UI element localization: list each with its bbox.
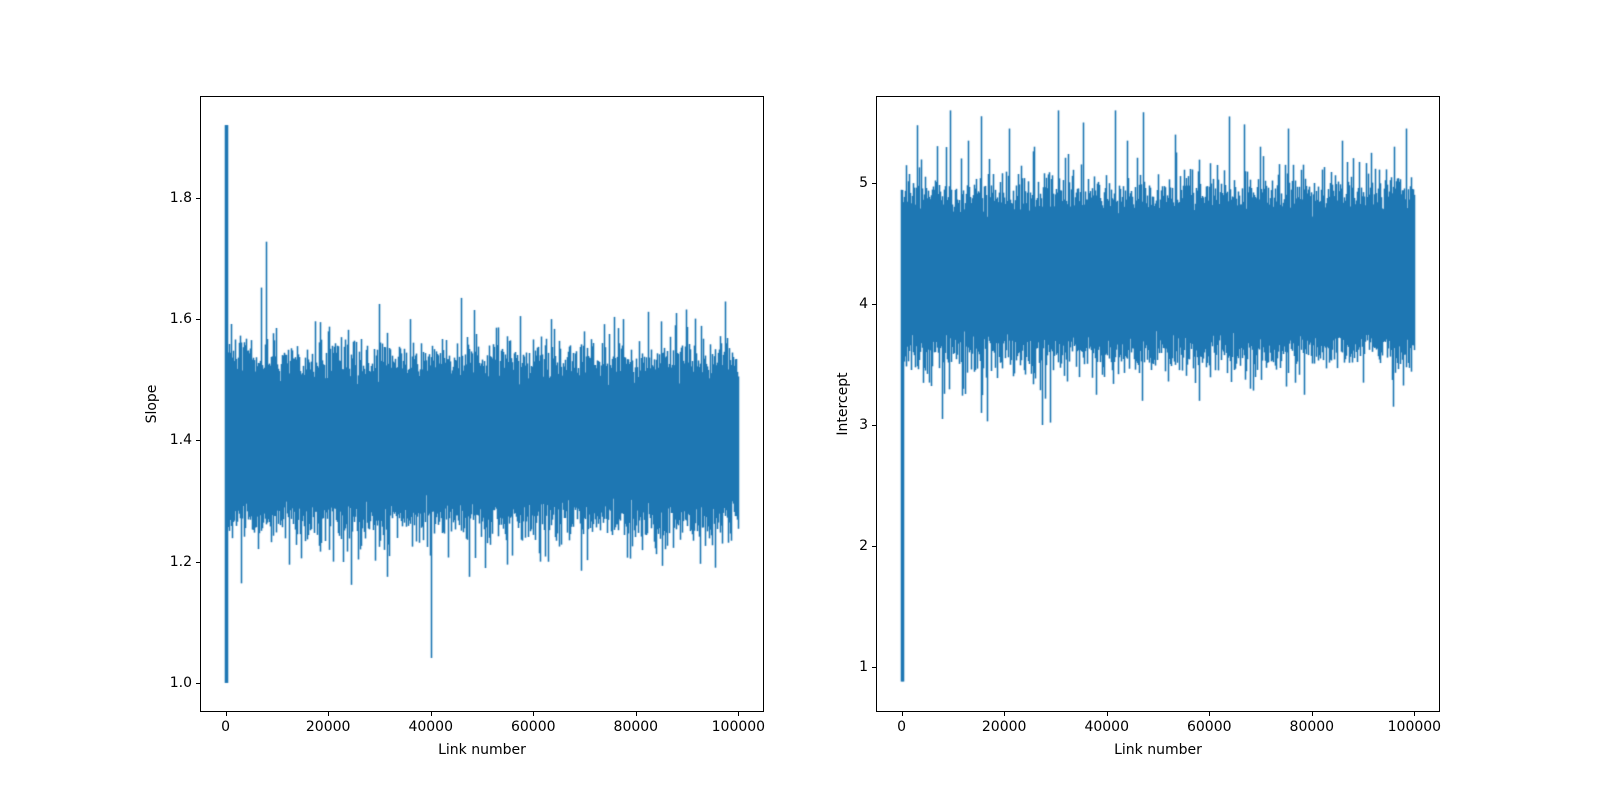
x-axis-label: Link number (1114, 742, 1202, 758)
x-tick-mark (901, 712, 903, 716)
x-tick-label: 60000 (1186, 719, 1232, 735)
y-tick-label: 4 (859, 295, 868, 312)
x-tick-label: 60000 (510, 719, 556, 735)
y-axis-label: Intercept (835, 372, 851, 436)
y-tick-label: 1.4 (169, 432, 192, 449)
x-tick-mark (1311, 712, 1313, 716)
x-tick-label: 40000 (1084, 719, 1129, 735)
x-tick-mark (1209, 712, 1211, 716)
x-tick-mark (738, 712, 740, 716)
x-tick-mark (533, 712, 535, 716)
y-tick-label: 1 (859, 658, 868, 675)
y-tick-label: 1.2 (169, 553, 192, 570)
y-tick-label: 1.6 (169, 311, 192, 328)
x-tick-mark (430, 712, 432, 716)
x-tick-label: 40000 (408, 719, 453, 735)
y-tick-label: 3 (859, 416, 868, 433)
x-tick-label: 80000 (613, 719, 659, 735)
x-tick-mark (1106, 712, 1108, 716)
x-tick-mark (1004, 712, 1006, 716)
x-tick-label: 0 (897, 719, 907, 735)
intercept-trace-canvas (876, 96, 1440, 712)
y-tick-label: 1.8 (169, 189, 192, 206)
x-tick-label: 0 (221, 719, 231, 735)
y-tick-label: 5 (859, 174, 868, 191)
x-tick-label: 80000 (1289, 719, 1335, 735)
slope-trace-plot: 0 20000 40000 60000 80000 100000 1.0 1.2 1.4 1.6 1… (144, 96, 765, 758)
y-axis-label: Slope (144, 384, 160, 424)
x-tick-label: 100000 (1387, 719, 1442, 735)
y-tick-label: 1.0 (169, 674, 192, 691)
x-tick-mark (328, 712, 330, 716)
x-tick-mark (225, 712, 227, 716)
x-axis-label: Link number (438, 742, 526, 758)
x-tick-label: 100000 (711, 719, 766, 735)
x-tick-mark (635, 712, 637, 716)
intercept-trace-plot: 0 20000 40000 60000 80000 100000 1 2 3 4 5 Link nu… (835, 96, 1441, 758)
x-tick-label: 20000 (305, 719, 351, 735)
x-tick-label: 20000 (981, 719, 1027, 735)
x-tick-mark (1414, 712, 1416, 716)
y-tick-label: 2 (859, 537, 868, 554)
slope-trace-canvas (200, 96, 764, 712)
